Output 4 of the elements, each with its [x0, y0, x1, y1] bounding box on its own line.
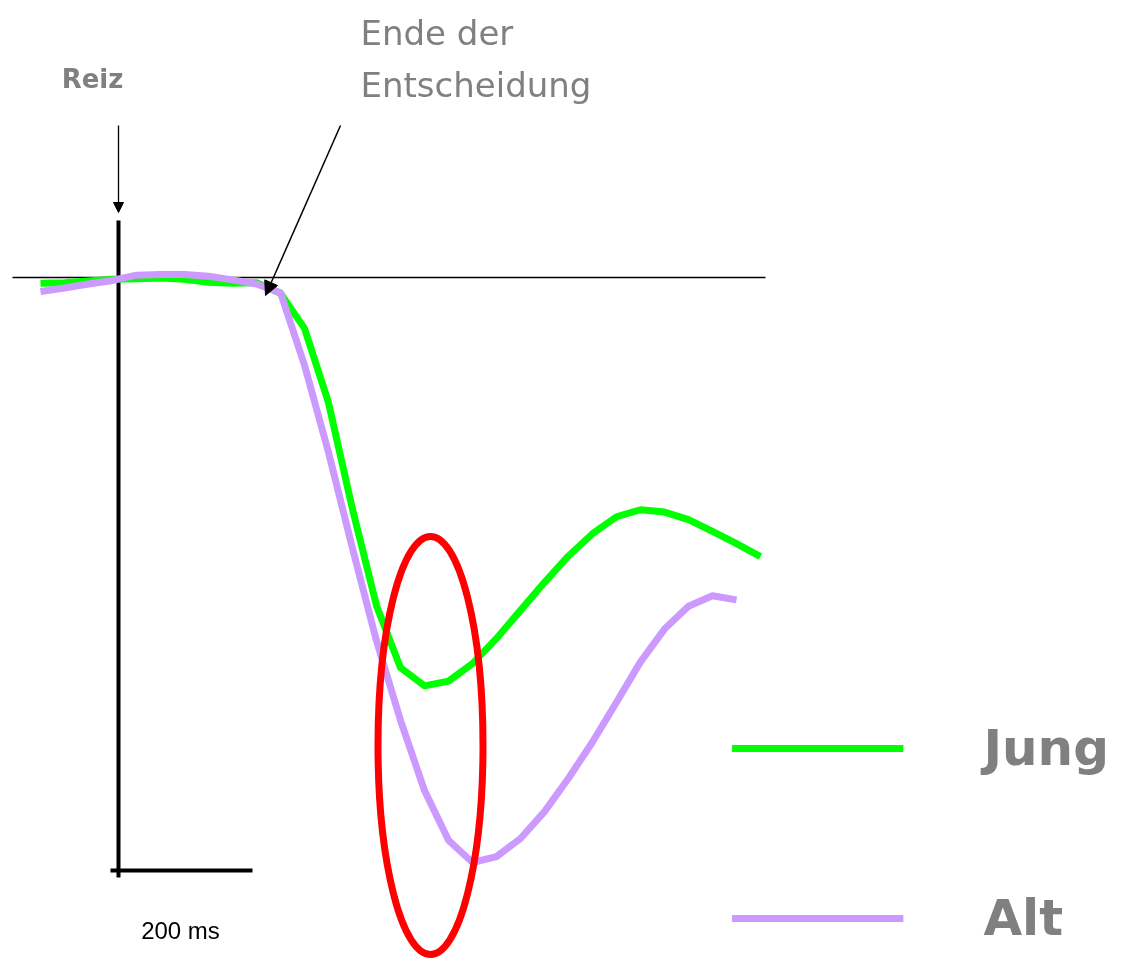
text: Ende der Entscheidung: [360, 12, 592, 105]
text: 200 ms: [141, 917, 220, 944]
legend-label: Alt: [983, 889, 1064, 947]
text: Reiz: [61, 63, 124, 94]
